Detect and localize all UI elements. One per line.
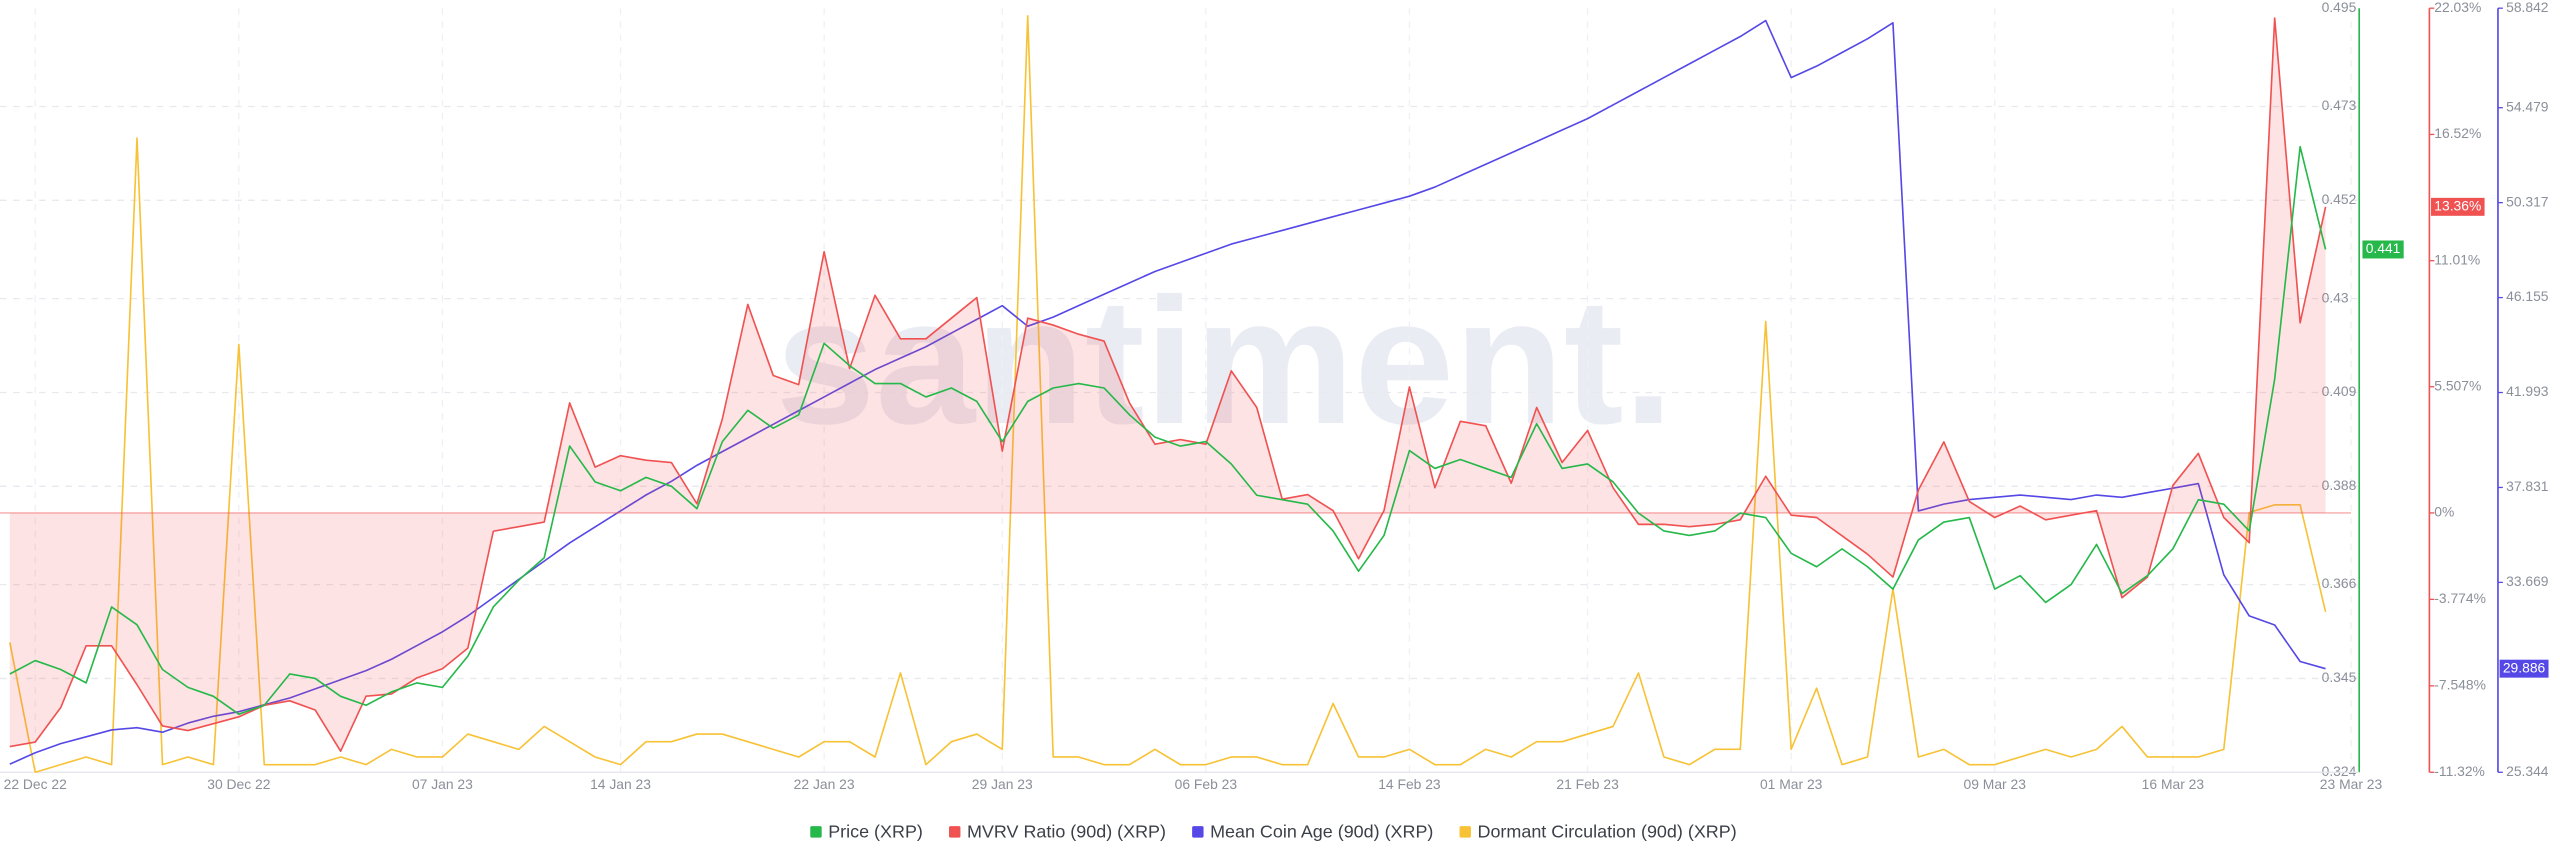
x-tick-label: 06 Feb 23 bbox=[1175, 776, 1238, 792]
series-line bbox=[9, 145, 2327, 716]
legend-swatch bbox=[810, 826, 822, 838]
series-line bbox=[8, 15, 2327, 774]
price-tick-label: 0.452 bbox=[2322, 191, 2357, 207]
badge-label: 13.36% bbox=[2434, 197, 2481, 213]
series-area bbox=[9, 18, 2326, 752]
mvrv-tick-label: -3.774% bbox=[2434, 590, 2486, 606]
mca-tick-label: 46.155 bbox=[2506, 288, 2549, 304]
mvrv-tick-label: 22.03% bbox=[2434, 0, 2481, 15]
x-tick-label: 14 Feb 23 bbox=[1378, 776, 1441, 792]
legend-swatch bbox=[1192, 826, 1204, 838]
mvrv-tick-label: -11.32% bbox=[2434, 763, 2485, 779]
mvrv-tick-label: 0% bbox=[2434, 504, 2454, 520]
mca-tick-label: 41.993 bbox=[2506, 383, 2549, 399]
x-tick-label: 01 Mar 23 bbox=[1760, 776, 1823, 792]
price-tick-label: 0.495 bbox=[2322, 0, 2357, 15]
badge-label: 0.441 bbox=[2366, 240, 2401, 256]
price-tick-label: 0.388 bbox=[2322, 477, 2357, 493]
legend-swatch bbox=[1459, 826, 1471, 838]
legend-label: Price (XRP) bbox=[828, 821, 923, 841]
legend-label: Mean Coin Age (90d) (XRP) bbox=[1210, 821, 1433, 841]
legend-label: Dormant Circulation (90d) (XRP) bbox=[1478, 821, 1737, 841]
mca-tick-label: 50.317 bbox=[2506, 193, 2549, 209]
x-tick-label: 22 Dec 22 bbox=[4, 776, 67, 792]
price-tick-label: 0.366 bbox=[2322, 575, 2357, 591]
x-tick-label: 14 Jan 23 bbox=[590, 776, 651, 792]
last-value-badge: 0.441 bbox=[2362, 240, 2404, 259]
last-value-badge: 13.36% bbox=[2431, 197, 2485, 216]
x-tick-label: 21 Feb 23 bbox=[1556, 776, 1619, 792]
badge-bg bbox=[2362, 240, 2404, 259]
mca-tick-label: 33.669 bbox=[2506, 573, 2549, 589]
series-line bbox=[9, 19, 2326, 765]
x-tick-label: 07 Jan 23 bbox=[412, 776, 473, 792]
price-tick-label: 0.43 bbox=[2322, 289, 2349, 305]
legend-label: MVRV Ratio (90d) (XRP) bbox=[967, 821, 1166, 841]
mvrv-tick-label: -7.548% bbox=[2434, 677, 2486, 693]
x-tick-label: 29 Jan 23 bbox=[972, 776, 1033, 792]
mca-tick-label: 58.842 bbox=[2506, 0, 2549, 15]
price-tick-label: 0.409 bbox=[2322, 383, 2357, 399]
badge-bg bbox=[2499, 659, 2549, 678]
price-tick-label: 0.324 bbox=[2322, 763, 2357, 779]
mvrv-tick-label: 16.52% bbox=[2434, 125, 2481, 141]
x-tick-label: 30 Dec 22 bbox=[207, 776, 270, 792]
mca-tick-label: 54.479 bbox=[2506, 98, 2549, 114]
mca-tick-label: 25.344 bbox=[2506, 763, 2549, 779]
last-value-badge: 29.886 bbox=[2499, 659, 2549, 678]
x-tick-label: 23 Mar 23 bbox=[2320, 776, 2383, 792]
legend: Price (XRP) MVRV Ratio (90d) (XRP) Mean Co… bbox=[810, 821, 1737, 841]
watermark: santiment. bbox=[775, 261, 1673, 462]
x-tick-label: 09 Mar 23 bbox=[1964, 776, 2027, 792]
badge-label: 29.886 bbox=[2503, 659, 2546, 675]
x-tick-label: 16 Mar 23 bbox=[2142, 776, 2205, 792]
x-tick-label: 22 Jan 23 bbox=[794, 776, 855, 792]
mca-tick-label: 37.831 bbox=[2506, 478, 2549, 494]
price-tick-label: 0.345 bbox=[2322, 669, 2357, 685]
mvrv-tick-label: 5.507% bbox=[2434, 377, 2481, 393]
price-tick-label: 0.473 bbox=[2322, 97, 2357, 113]
badge-bg bbox=[2431, 197, 2485, 216]
mvrv-tick-label: 11.01% bbox=[2434, 251, 2480, 267]
legend-swatch bbox=[949, 826, 961, 838]
